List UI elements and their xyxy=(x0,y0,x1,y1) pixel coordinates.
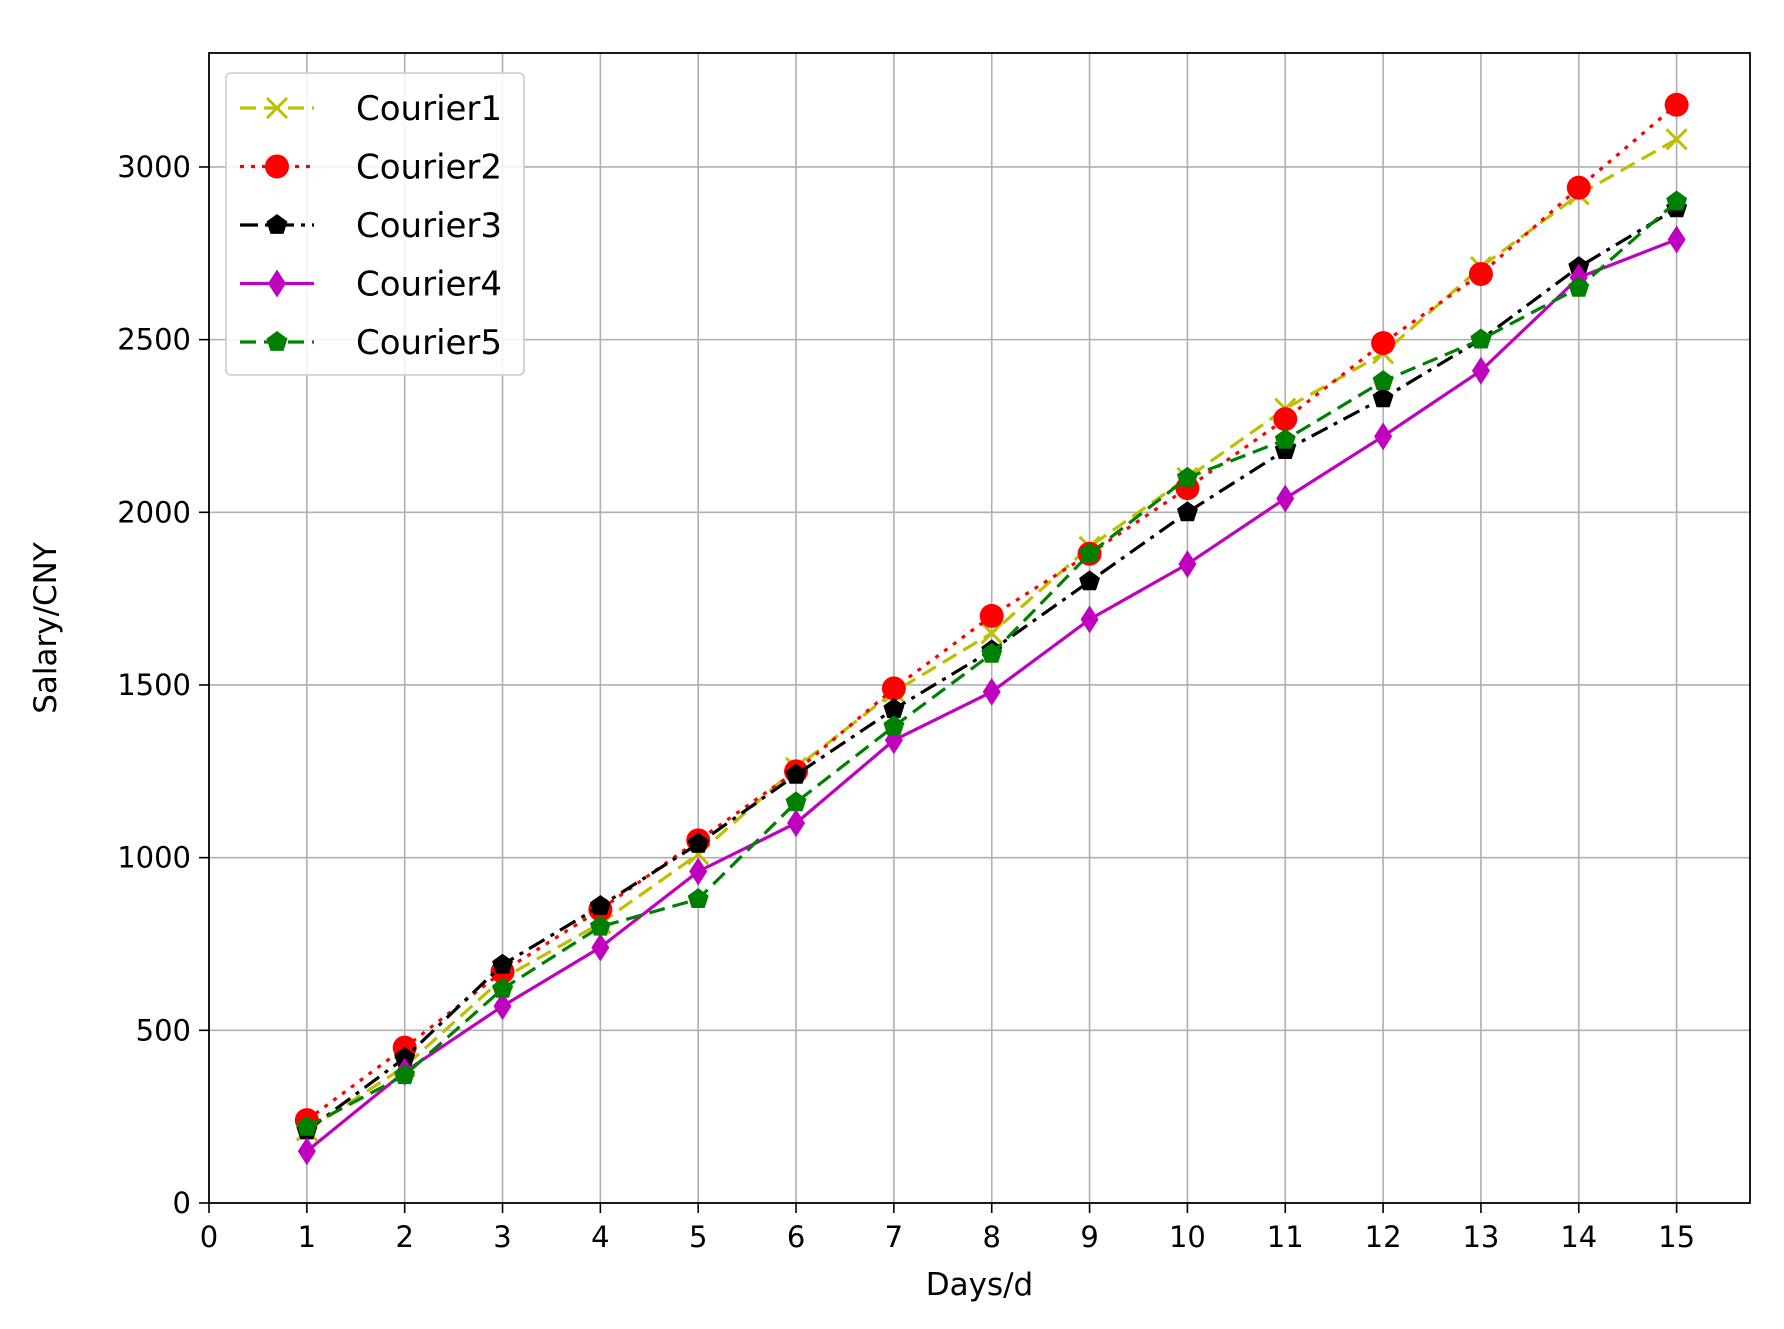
x-tick-label: 1 xyxy=(298,1220,316,1254)
legend-item: Courier1 xyxy=(240,89,502,129)
y-tick-label: 1000 xyxy=(117,841,191,875)
data-point xyxy=(982,677,1001,706)
data-point xyxy=(1079,570,1100,591)
data-point xyxy=(1667,225,1686,254)
legend-label: Courier4 xyxy=(356,265,502,305)
y-tick-label: 3000 xyxy=(117,150,191,184)
x-tick-label: 13 xyxy=(1462,1220,1499,1254)
data-point xyxy=(1177,466,1198,487)
x-tick-label: 8 xyxy=(983,1220,1001,1254)
data-point xyxy=(1568,276,1590,297)
series-courier5 xyxy=(296,190,1688,1136)
x-tick-label: 14 xyxy=(1560,1220,1597,1254)
data-point xyxy=(1374,422,1393,451)
x-tick-label: 7 xyxy=(885,1220,903,1254)
y-tick-label: 0 xyxy=(173,1186,191,1220)
x-tick-label: 6 xyxy=(787,1220,805,1254)
data-point xyxy=(687,888,709,908)
x-tick-label: 9 xyxy=(1080,1220,1098,1254)
data-point xyxy=(1468,262,1493,287)
data-point xyxy=(492,953,513,974)
x-axis-title: Days/d xyxy=(926,1267,1034,1303)
data-point xyxy=(785,763,807,784)
data-point xyxy=(394,1064,416,1085)
y-tick-label: 500 xyxy=(136,1013,191,1047)
y-tick-label: 2000 xyxy=(117,495,191,529)
x-tick-label: 10 xyxy=(1169,1220,1206,1254)
data-point xyxy=(883,715,905,736)
data-point xyxy=(1276,484,1295,513)
data-point xyxy=(1566,175,1591,200)
data-point xyxy=(1470,328,1492,349)
marker-stroke xyxy=(265,96,289,120)
marker-stroke xyxy=(1665,128,1688,151)
data-point xyxy=(883,698,905,719)
legend-marker xyxy=(265,154,289,179)
series-layer xyxy=(294,92,1689,1166)
legend-label: Courier5 xyxy=(356,323,502,363)
x-tick-label: 3 xyxy=(493,1220,511,1254)
data-point xyxy=(787,809,806,838)
data-point xyxy=(297,1137,316,1166)
data-point xyxy=(1079,542,1100,563)
data-point xyxy=(1665,128,1688,151)
legend-item: Courier3 xyxy=(240,206,502,246)
data-point xyxy=(980,622,1003,645)
data-point xyxy=(687,832,709,853)
x-tick-label: 0 xyxy=(200,1220,218,1254)
data-point xyxy=(1666,190,1688,211)
legend-label: Courier1 xyxy=(356,89,502,129)
legend-box xyxy=(225,72,525,376)
data-point xyxy=(492,977,513,998)
legend: Courier1 Courier2 Courier3 Courier4 Courier5 xyxy=(225,72,525,376)
data-point xyxy=(1372,370,1394,390)
data-point xyxy=(1274,428,1296,449)
data-point xyxy=(981,642,1003,663)
legend-item: Courier2 xyxy=(240,148,502,188)
data-point xyxy=(1273,407,1298,432)
x-tick-label: 5 xyxy=(689,1220,707,1254)
data-point xyxy=(394,1047,416,1067)
data-point xyxy=(881,676,906,701)
legend-marker xyxy=(266,214,288,234)
y-tick-label: 2500 xyxy=(117,323,191,357)
data-point xyxy=(1177,501,1198,522)
x-tick-label: 4 xyxy=(591,1220,609,1254)
data-point xyxy=(493,992,512,1021)
x-tick-label: 12 xyxy=(1365,1220,1402,1254)
data-point xyxy=(589,915,611,936)
legend-item: Courier5 xyxy=(240,323,502,363)
legend-marker xyxy=(266,331,288,351)
legend-item: Courier4 xyxy=(240,265,502,305)
data-point xyxy=(1664,92,1689,117)
y-axis-title: Salary/CNY xyxy=(28,542,64,714)
legend-label: Courier3 xyxy=(356,206,502,246)
data-point xyxy=(1178,550,1197,579)
marker-stroke xyxy=(980,622,1003,645)
legend-label: Courier2 xyxy=(356,148,502,188)
data-point xyxy=(591,933,610,962)
data-point xyxy=(689,857,708,886)
series-courier4 xyxy=(297,225,1686,1166)
data-point xyxy=(1080,605,1099,634)
y-tick-label: 1500 xyxy=(117,668,191,702)
data-point xyxy=(785,791,807,812)
axis-ticks: 0 1 2 3 4 5 6 7 8 9 10 11 12 13 14 15050010001500200025… xyxy=(117,150,1695,1254)
series-line xyxy=(305,103,1678,1122)
plot-frame xyxy=(208,52,1751,1204)
x-tick-label: 15 xyxy=(1658,1220,1695,1254)
legend-marker xyxy=(265,96,289,120)
x-tick-label: 11 xyxy=(1267,1220,1304,1254)
data-point xyxy=(979,603,1004,628)
legend-marker xyxy=(268,269,286,298)
data-point xyxy=(296,1116,318,1136)
data-point xyxy=(1471,356,1490,385)
data-point xyxy=(1371,331,1396,356)
data-point xyxy=(589,895,611,915)
x-tick-label: 2 xyxy=(395,1220,413,1254)
data-point xyxy=(1372,387,1394,408)
